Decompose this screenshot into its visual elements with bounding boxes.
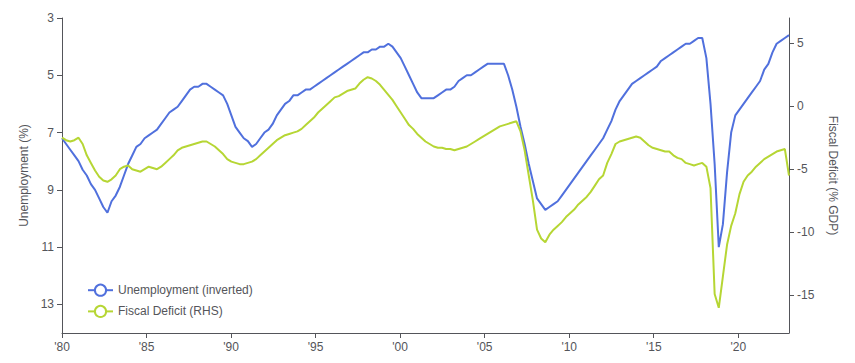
svg-text:'95: '95 bbox=[308, 340, 324, 354]
svg-text:'85: '85 bbox=[139, 340, 155, 354]
svg-text:'80: '80 bbox=[54, 340, 70, 354]
svg-text:11: 11 bbox=[42, 240, 55, 254]
svg-text:Unemployment (inverted): Unemployment (inverted) bbox=[118, 283, 253, 297]
svg-text:13: 13 bbox=[41, 297, 55, 311]
svg-text:'90: '90 bbox=[223, 340, 239, 354]
svg-text:5: 5 bbox=[797, 36, 804, 50]
svg-text:9: 9 bbox=[47, 183, 54, 197]
svg-text:-5: -5 bbox=[797, 162, 808, 176]
svg-text:Fiscal Deficit (% GDP): Fiscal Deficit (% GDP) bbox=[826, 116, 840, 235]
svg-text:Fiscal Deficit (RHS): Fiscal Deficit (RHS) bbox=[118, 304, 223, 318]
svg-text:'05: '05 bbox=[477, 340, 493, 354]
svg-text:7: 7 bbox=[47, 126, 54, 140]
svg-text:-10: -10 bbox=[797, 225, 815, 239]
svg-text:5: 5 bbox=[47, 68, 54, 82]
svg-text:3: 3 bbox=[47, 11, 54, 25]
svg-text:'10: '10 bbox=[561, 340, 577, 354]
svg-text:'20: '20 bbox=[730, 340, 746, 354]
svg-text:'15: '15 bbox=[646, 340, 662, 354]
svg-text:-15: -15 bbox=[797, 288, 815, 302]
svg-text:Unemployment (%): Unemployment (%) bbox=[17, 124, 31, 227]
svg-text:0: 0 bbox=[797, 99, 804, 113]
svg-text:'00: '00 bbox=[392, 340, 408, 354]
